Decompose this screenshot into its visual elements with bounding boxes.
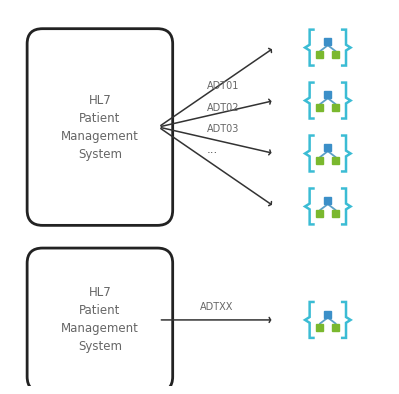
Bar xyxy=(324,144,331,151)
Bar xyxy=(316,157,323,164)
Bar xyxy=(316,104,323,111)
Bar xyxy=(332,51,339,58)
Bar xyxy=(332,324,339,331)
Bar xyxy=(332,157,339,164)
Bar xyxy=(324,197,331,204)
Bar xyxy=(324,91,331,98)
FancyBboxPatch shape xyxy=(27,29,173,225)
Bar xyxy=(316,324,323,331)
Bar xyxy=(332,210,339,217)
Bar xyxy=(316,210,323,217)
Text: ...: ... xyxy=(207,143,218,156)
Bar xyxy=(332,104,339,111)
Bar xyxy=(324,311,331,318)
Text: ADT01: ADT01 xyxy=(207,81,239,91)
Bar xyxy=(316,51,323,58)
Text: ADTXX: ADTXX xyxy=(200,301,233,312)
Text: ADT03: ADT03 xyxy=(207,124,239,134)
Text: HL7
Patient
Management
System: HL7 Patient Management System xyxy=(61,286,139,353)
Text: ADT02: ADT02 xyxy=(207,103,239,113)
Text: HL7
Patient
Management
System: HL7 Patient Management System xyxy=(61,93,139,160)
Bar xyxy=(324,39,331,45)
FancyBboxPatch shape xyxy=(27,248,173,392)
